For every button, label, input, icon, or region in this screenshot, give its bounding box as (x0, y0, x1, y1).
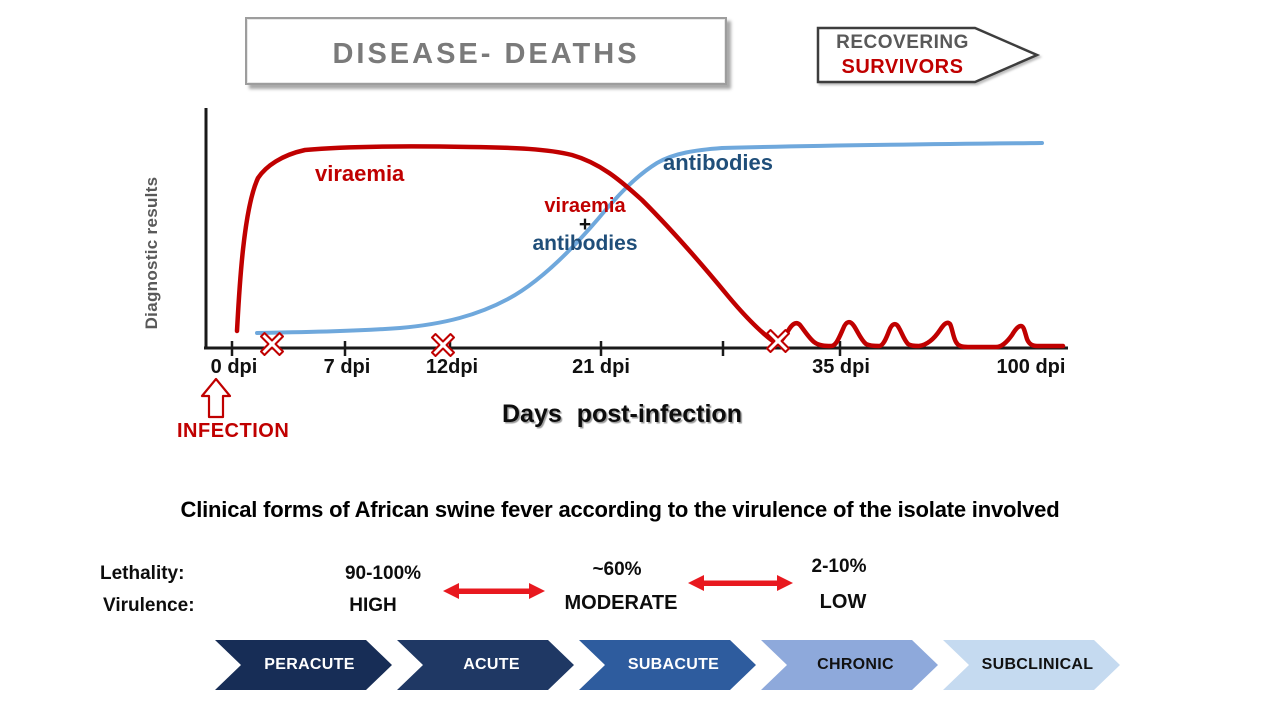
stage-chronic: CHRONIC (761, 640, 938, 690)
antibodies-curve (255, 141, 1044, 335)
viraemia-plus-antibodies-label: viraemia + antibodies (532, 196, 637, 254)
viraemia-curve-label: viraemia (315, 161, 405, 186)
x-marker-icon (766, 329, 790, 353)
x-axis-title: Days post-infection (502, 400, 742, 428)
double-arrow-high-moderate (443, 583, 545, 599)
infection-arrow-icon (200, 377, 232, 419)
tick-label-21dpi: 21 dpi (572, 356, 630, 378)
stage-subclinical: SUBCLINICAL (943, 640, 1120, 690)
recovering-arrow-shape (816, 26, 1041, 84)
stage-acute: ACUTE (397, 640, 574, 690)
y-axis-label: Diagnostic results (142, 176, 161, 330)
plus-icon: + (578, 213, 592, 236)
clinical-forms-title: Clinical forms of African swine fever ac… (180, 497, 1060, 522)
virulence-moderate-value: MODERATE (564, 592, 678, 614)
recovering-survivors-arrow: RECOVERING SURVIVORS (820, 31, 985, 79)
x-markers (260, 329, 790, 357)
lethality-row-label: Lethality: (100, 563, 185, 584)
survivors-label: SURVIVORS (841, 56, 964, 78)
double-arrow-moderate-low (688, 575, 793, 591)
antibodies-curve-label: antibodies (663, 150, 774, 175)
virulence-high-value: HIGH (349, 595, 397, 616)
tick-label-12dpi: 12dpi (425, 356, 479, 378)
tick-label-100dpi: 100 dpi (996, 356, 1066, 378)
lethality-moderate-value: ~60% (592, 559, 642, 580)
stage-subacute: SUBACUTE (579, 640, 756, 690)
combo-viraemia-label: viraemia (544, 195, 626, 217)
tick-label-7dpi: 7 dpi (323, 356, 371, 378)
tick-label-35dpi: 35 dpi (812, 356, 870, 378)
recovering-label: RECOVERING (836, 32, 969, 53)
stage-peracute: PERACUTE (215, 640, 392, 690)
combo-antibodies-label: antibodies (532, 232, 638, 255)
disease-deaths-box: DISEASE- DEATHS (245, 17, 727, 85)
tick-label-0dpi: 0 dpi (210, 356, 258, 378)
viraemia-curve (234, 144, 1066, 350)
x-marker-icon (431, 333, 455, 357)
virulence-row-label: Virulence: (103, 595, 195, 616)
clinical-stage-chevrons: PERACUTE ACUTE SUBACUTE CHRONIC SUBCLINI… (215, 640, 1120, 690)
infection-label: INFECTION (177, 420, 290, 442)
disease-deaths-label: DISEASE- DEATHS (332, 37, 640, 70)
lethality-low-value: 2-10% (811, 556, 867, 577)
x-axis-ticks (230, 341, 842, 356)
lethality-high-value: 90-100% (344, 563, 422, 584)
virulence-low-value: LOW (819, 591, 867, 613)
x-marker-icon (260, 332, 284, 356)
